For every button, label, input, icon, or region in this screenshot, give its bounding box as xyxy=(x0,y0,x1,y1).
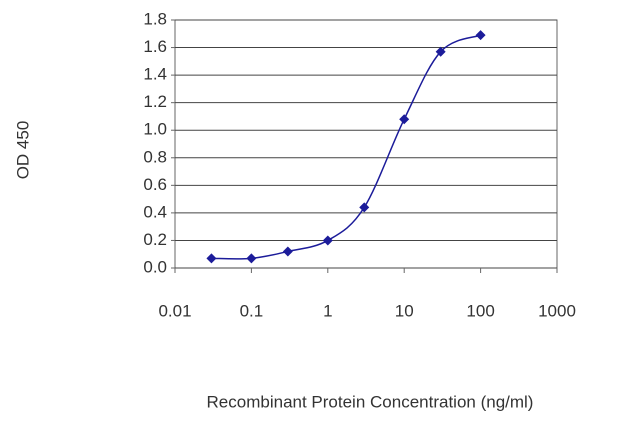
data-point xyxy=(399,114,410,125)
y-tick-label: 0.6 xyxy=(143,175,167,194)
x-axis-label: Recombinant Protein Concentration (ng/ml… xyxy=(207,392,534,411)
y-tick-label: 1.6 xyxy=(143,37,167,56)
data-point xyxy=(206,253,217,264)
x-tick-label: 100 xyxy=(466,301,494,320)
data-point xyxy=(282,246,293,257)
data-line xyxy=(211,34,481,260)
y-tick-label: 0.4 xyxy=(143,202,167,221)
plot-area xyxy=(174,19,558,269)
y-tick-label: 1.2 xyxy=(143,92,167,111)
data-point xyxy=(322,235,333,246)
y-axis-label: OD 450 xyxy=(13,121,32,180)
data-point xyxy=(246,253,257,264)
y-tick-label: 0.0 xyxy=(143,257,167,276)
x-tick-label: 10 xyxy=(395,301,414,320)
y-tick-label: 1.4 xyxy=(143,65,167,84)
x-tick-label: 1 xyxy=(323,301,332,320)
x-tick-label: 0.01 xyxy=(158,301,191,320)
y-tick-label: 1.8 xyxy=(143,9,167,28)
data-point xyxy=(359,202,370,213)
x-tick-label: 0.1 xyxy=(240,301,264,320)
data-point xyxy=(475,30,486,41)
x-tick-label: 1000 xyxy=(538,301,576,320)
data-point xyxy=(435,46,446,57)
y-tick-label: 0.8 xyxy=(143,147,167,166)
y-tick-label: 1.0 xyxy=(143,120,167,139)
y-tick-label: 0.2 xyxy=(143,230,167,249)
